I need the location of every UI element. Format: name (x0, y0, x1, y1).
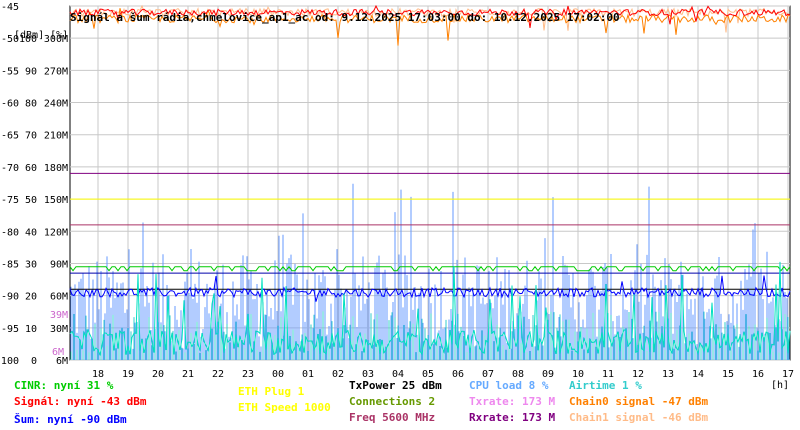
y-tick-dbm: -50 (1, 34, 19, 45)
chain0-signal-line (69, 8, 790, 46)
x-tick-label: 09 (542, 369, 554, 380)
legend-chain0: Chain0 signal -47 dBm (569, 395, 709, 408)
plot-area (69, 5, 791, 361)
y-tick-percent: 100 (19, 34, 37, 45)
legend-freq: Freq 5600 MHz (349, 411, 436, 424)
x-tick-label: 20 (152, 369, 164, 380)
y-tick-percent: 10 (25, 324, 37, 335)
legend-eth-plug: ETH Plug 1 (238, 385, 305, 398)
legend-noise: Šum: nyní -90 dBm (14, 413, 127, 426)
legend-cinr: CINR: nyní 31 % (14, 379, 114, 392)
y-tick-percent: 60 (25, 163, 37, 174)
y-tick-rate: 240M (44, 99, 68, 110)
y-tick-dbm: -75 (1, 195, 19, 206)
y-tick-dbm: -45 (1, 2, 19, 13)
y-tick-percent: 0 (31, 356, 37, 367)
y-tick-rate: 60M (50, 292, 68, 303)
x-tick-label: 06 (452, 369, 464, 380)
left-axis-units: [dBm] [%] (14, 30, 69, 41)
x-tick-label: 22 (212, 369, 224, 380)
x-tick-label: 12 (632, 369, 644, 380)
legend-connections: Connections 2 (349, 395, 436, 408)
x-tick-label: 15 (722, 369, 734, 380)
legend-signal: Signál: nyní -43 dBm (14, 395, 147, 408)
x-tick-label: 10 (572, 369, 584, 380)
legend-cpu-load: CPU load 8 % (469, 379, 549, 392)
x-tick-label: 07 (482, 369, 494, 380)
y-tick-percent: 70 (25, 131, 37, 142)
y-tick-percent: 50 (25, 195, 37, 206)
y-tick-dbm: -55 (1, 66, 19, 77)
y-tick-percent: 40 (25, 227, 37, 238)
legend-chain1: Chain1 signal -46 dBm (569, 411, 709, 424)
y-tick-dbm: -100 (0, 356, 19, 367)
legend-txpower: TxPower 25 dBm (349, 379, 442, 392)
legend-rxrate: Rxrate: 173 M (469, 411, 556, 424)
x-tick-label: 02 (332, 369, 344, 380)
connections-line (69, 265, 791, 272)
x-tick-label: 16 (752, 369, 764, 380)
y-tick-percent: 20 (25, 292, 37, 303)
y-tick-dbm: -95 (1, 324, 19, 335)
x-tick-label: 17 (782, 369, 794, 380)
x-tick-label: 08 (512, 369, 524, 380)
x-tick-label: 23 (242, 369, 254, 380)
y-tick-rate: 210M (44, 131, 68, 142)
y-tick-rate: 270M (44, 66, 68, 77)
chart-title: Signál a šum rádia,chmelovice_ap1_ac od:… (70, 11, 620, 24)
y-tick-rate: 30M (50, 324, 68, 335)
y-tick-rate: 6M (56, 356, 68, 367)
legend-txrate: Txrate: 173 M (469, 395, 556, 408)
signal-line (69, 4, 791, 28)
y-tick-rate: 180M (44, 163, 68, 174)
y-tick-percent: 80 (25, 99, 37, 110)
y-tick-dbm: -70 (1, 163, 19, 174)
y-tick-dbm: -65 (1, 131, 19, 142)
x-tick-label: 03 (362, 369, 374, 380)
x-tick-label: 18 (92, 369, 104, 380)
x-tick-label: 13 (662, 369, 674, 380)
noise-line (69, 275, 791, 302)
y-tick-rate: 120M (44, 227, 68, 238)
y-tick-percent: 30 (25, 259, 37, 270)
y-tick-rate: 150M (44, 195, 68, 206)
legend-airtime: Airtime 1 % (569, 379, 642, 392)
y-tick-dbm: -80 (1, 227, 19, 238)
cinr-line (69, 261, 791, 357)
x-tick-label: 11 (602, 369, 614, 380)
x-tick-label: 00 (272, 369, 284, 380)
x-tick-label: 14 (692, 369, 704, 380)
y-tick-rate: 300M (44, 34, 68, 45)
x-tick-label: 05 (422, 369, 434, 380)
x-tick-label: 04 (392, 369, 404, 380)
x-tick-label: 19 (122, 369, 134, 380)
x-tick-label: 21 (182, 369, 194, 380)
legend-eth-speed: ETH Speed 1000 (238, 401, 331, 414)
y-tick-dbm: -90 (1, 292, 19, 303)
y-tick-percent: 90 (25, 66, 37, 77)
rate-annotation: 6M (52, 347, 64, 358)
y-tick-dbm: -60 (1, 99, 19, 110)
x-axis-unit: [h] (771, 380, 790, 391)
x-tick-label: 01 (302, 369, 314, 380)
rate-annotation: 39M (50, 310, 68, 321)
y-tick-rate: 90M (50, 259, 68, 270)
y-tick-dbm: -85 (1, 259, 19, 270)
